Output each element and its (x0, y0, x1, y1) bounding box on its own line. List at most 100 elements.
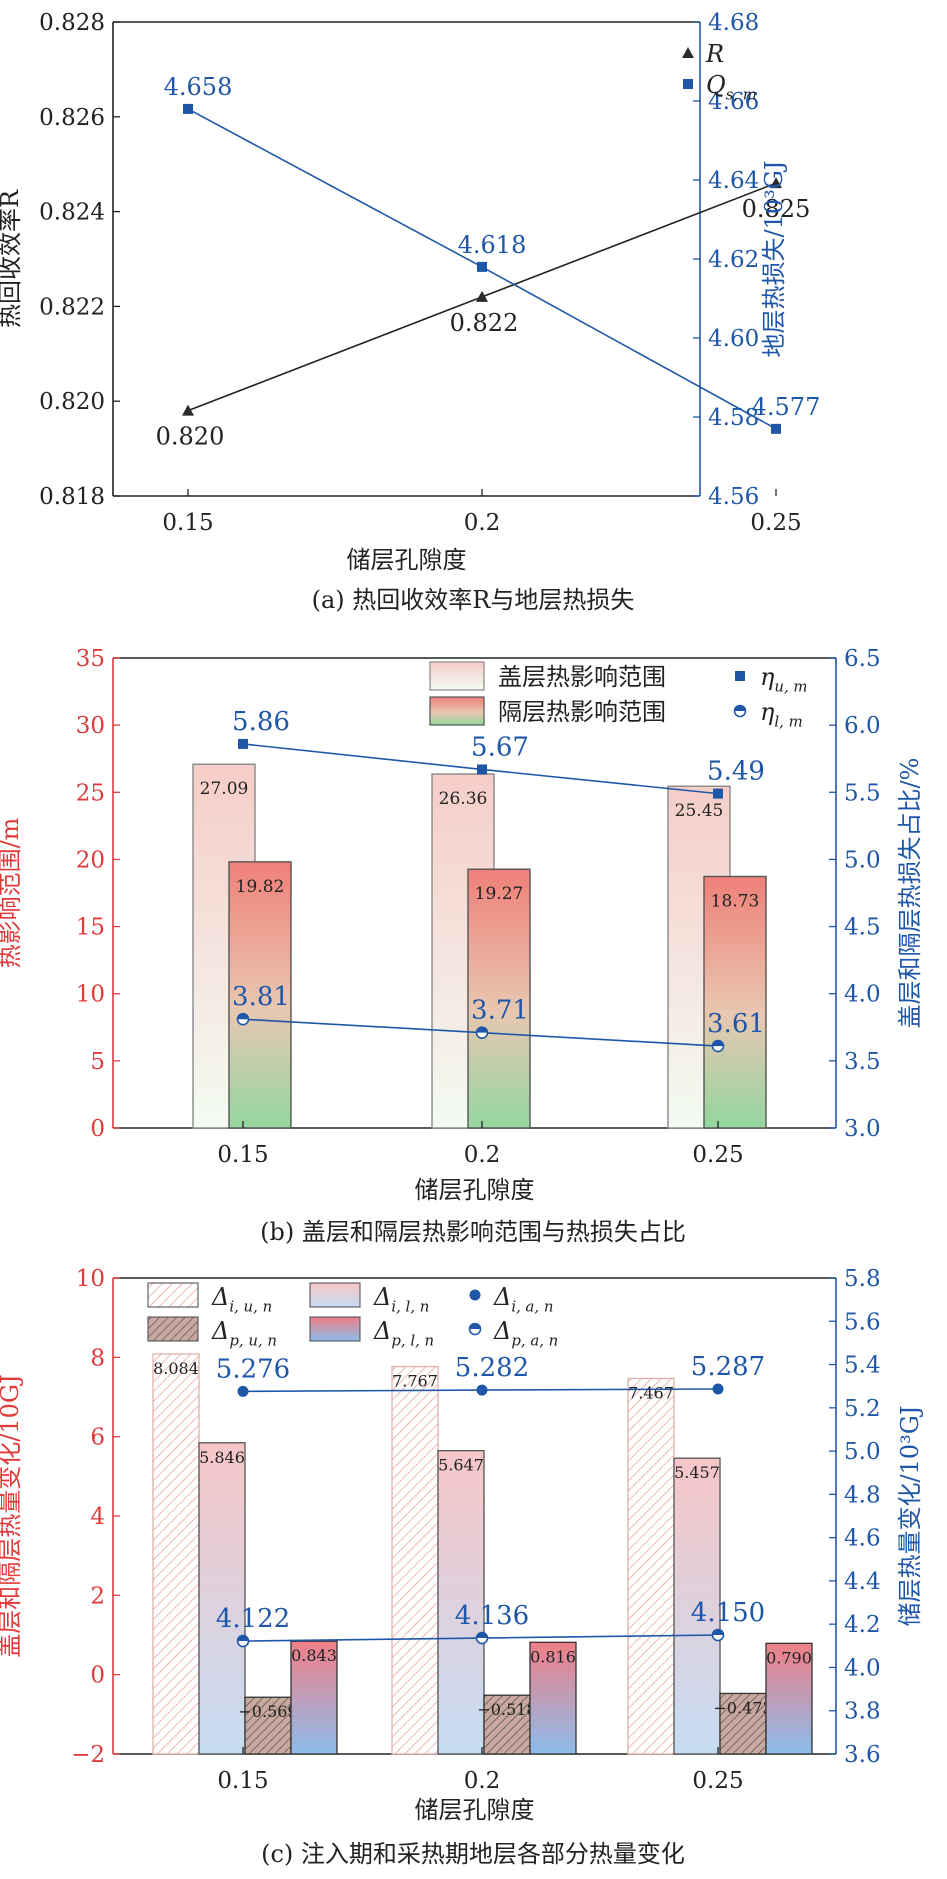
heat-change-bar (437, 1450, 485, 1755)
x-tick-label: 0.2 (464, 1142, 501, 1168)
legend-label-line: Δi, a, n (493, 1283, 553, 1316)
right-tick-label: 3.0 (844, 1116, 881, 1142)
x-tick-label: 0.2 (464, 1768, 501, 1794)
left-tick-label: 0 (90, 1116, 105, 1142)
right-tick-label: 5.0 (844, 1439, 881, 1465)
reservoir-point (475, 1631, 489, 1645)
legend-swatch (147, 1316, 199, 1342)
eta-point (477, 764, 487, 775)
reservoir-point (476, 1384, 488, 1396)
right-tick-label: 6.5 (844, 646, 881, 672)
heat-change-bar (290, 1640, 338, 1755)
eta-data-label: 3.61 (707, 1009, 765, 1039)
heat-change-label: 7.767 (392, 1372, 438, 1391)
legend-label: Δi, u, n (211, 1283, 272, 1316)
heat-change-bar (152, 1353, 200, 1755)
left-tick-label: −2 (71, 1742, 105, 1768)
bar-lower-label: 19.82 (236, 877, 285, 897)
heat-change-label: 5.647 (438, 1456, 484, 1475)
eta-point (475, 1026, 489, 1039)
heat-change-label: 8.084 (153, 1359, 199, 1378)
eta-point (238, 738, 248, 749)
right-tick-label: 4.0 (844, 982, 881, 1008)
left-tick-label: 0 (90, 1663, 105, 1689)
right-axis-title: 储层热量变化/10³GJ (896, 1405, 924, 1626)
legend-marker-eta-u (735, 671, 745, 681)
heat-change-label: 0.843 (291, 1646, 337, 1665)
legend-swatch-lower (429, 696, 485, 726)
legend-label-line: Δp, a, n (493, 1317, 558, 1350)
heat-change-bar (244, 1696, 292, 1755)
eta-data-label: 5.86 (232, 707, 290, 737)
q-point (771, 423, 781, 434)
r-data-label: 0.825 (742, 195, 811, 223)
legend-marker-r (682, 47, 694, 58)
reservoir-data-label: 4.150 (691, 1598, 765, 1628)
heat-change-bar (765, 1642, 813, 1755)
left-axis-title: 盖层和隔层热量变化/10GJ (0, 1374, 24, 1657)
right-tick-label: 4.58 (708, 405, 759, 431)
reservoir-point (711, 1628, 725, 1642)
chart-a: 0.8180.8200.8220.8240.8260.8284.564.584.… (0, 10, 820, 614)
x-tick-label: 0.15 (162, 510, 213, 536)
bar-lower-range (228, 861, 292, 1129)
left-tick-label: 15 (76, 915, 105, 941)
r-point (182, 404, 194, 416)
left-tick-label: 30 (76, 713, 105, 739)
right-tick-label: 4.4 (844, 1569, 881, 1595)
bar-lower-label: 19.27 (475, 884, 524, 904)
chart-caption: (b) 盖层和隔层热影响范围与热损失占比 (260, 1218, 686, 1246)
reservoir-data-label: 5.282 (455, 1353, 529, 1383)
x-tick-label: 0.25 (750, 510, 801, 536)
left-tick-label: 0.818 (39, 484, 105, 510)
legend-marker-q (683, 79, 693, 89)
heat-change-label: 5.457 (674, 1463, 720, 1482)
legend-swatch-upper (429, 661, 485, 691)
legend-swatch (309, 1316, 361, 1342)
legend-swatch (309, 1282, 361, 1308)
heat-change-label: 0.790 (766, 1648, 812, 1667)
left-tick-label: 35 (76, 646, 105, 672)
q-point (477, 261, 487, 272)
eta-data-label: 3.81 (232, 982, 290, 1012)
left-tick-label: 0.822 (39, 294, 105, 320)
reservoir-data-label: 5.276 (216, 1354, 290, 1384)
chart-caption: (c) 注入期和采热期地层各部分热量变化 (261, 1840, 685, 1868)
left-tick-label: 25 (76, 780, 105, 806)
heat-change-label: −0.473 (713, 1698, 772, 1717)
legend-label-eta-l: ηl, m (760, 698, 803, 731)
right-tick-label: 6.0 (844, 713, 881, 739)
legend-label: Δi, l, n (373, 1283, 429, 1316)
r-point (476, 290, 488, 302)
heat-change-label: 7.467 (628, 1383, 674, 1402)
left-tick-label: 0.824 (39, 200, 105, 226)
q-data-label: 4.618 (458, 231, 527, 259)
r-data-label: 0.822 (450, 309, 519, 337)
left-tick-label: 6 (90, 1425, 105, 1451)
heat-change-bar (673, 1457, 721, 1755)
r-data-label: 0.820 (156, 423, 225, 451)
eta-data-label: 5.49 (707, 757, 765, 787)
heat-change-label: −0.518 (477, 1700, 536, 1719)
x-tick-label: 0.15 (217, 1142, 268, 1168)
left-axis-title: 热回收效率R (0, 189, 24, 328)
right-tick-label: 4.60 (708, 326, 759, 352)
x-axis-title: 储层孔隙度 (347, 546, 467, 574)
reservoir-point (237, 1385, 249, 1397)
legend-label: Δp, l, n (373, 1317, 434, 1350)
right-tick-label: 3.8 (844, 1699, 881, 1725)
right-tick-label: 4.8 (844, 1482, 881, 1508)
eta-data-label: 5.67 (471, 732, 529, 762)
chart-b: 0 5 10 15 20 25 30 35 3.0 3.5 4.0 4.5 5.0 5.5 6.0 6.5 27… (0, 646, 924, 1246)
bar-lower-label: 18.73 (711, 891, 760, 911)
heat-change-bar (529, 1641, 577, 1755)
heat-change-bar (719, 1692, 767, 1755)
x-axis-title: 储层孔隙度 (415, 1176, 535, 1204)
right-tick-label: 5.5 (844, 780, 881, 806)
reservoir-point (712, 1383, 724, 1395)
right-tick-label: 5.2 (844, 1396, 881, 1422)
bar-upper-label: 27.09 (200, 779, 249, 799)
reservoir-data-label: 4.136 (455, 1601, 529, 1631)
q-data-label: 4.658 (164, 73, 233, 101)
